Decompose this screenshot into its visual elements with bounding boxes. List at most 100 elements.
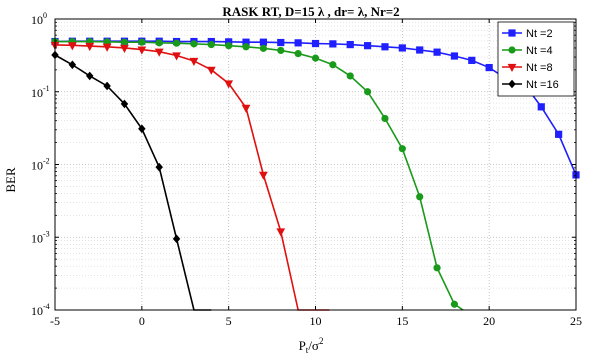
x-tick-label: 0 bbox=[139, 314, 145, 328]
y-tick-label-base: 10 bbox=[31, 231, 43, 245]
data-point bbox=[155, 39, 163, 47]
data-point bbox=[329, 61, 337, 69]
data-point bbox=[85, 42, 95, 52]
legend: Nt =2 Nt =4 Nt =8 Nt =16 bbox=[497, 21, 575, 97]
legend-swatch-marker bbox=[508, 29, 516, 37]
data-point bbox=[294, 49, 302, 58]
data-point bbox=[398, 44, 406, 52]
data-point bbox=[294, 39, 302, 47]
data-point bbox=[555, 130, 563, 138]
data-point bbox=[120, 38, 129, 46]
x-axis-label-sub: t bbox=[306, 345, 309, 355]
x-tick-label: -5 bbox=[50, 314, 60, 328]
data-point bbox=[346, 40, 354, 49]
x-tick-label: 25 bbox=[570, 314, 582, 328]
data-point bbox=[433, 48, 441, 56]
data-point bbox=[416, 46, 424, 54]
data-point bbox=[450, 300, 459, 308]
data-point bbox=[86, 71, 94, 81]
data-point bbox=[259, 171, 268, 180]
y-tick-label-base: 10 bbox=[31, 304, 43, 318]
data-point bbox=[189, 57, 199, 67]
data-point bbox=[225, 42, 233, 50]
data-point bbox=[277, 38, 285, 47]
data-point bbox=[259, 38, 268, 46]
x-tick-label: 10 bbox=[310, 314, 322, 328]
y-tick-label-exp: 0 bbox=[43, 11, 47, 20]
series-3 bbox=[50, 41, 330, 311]
data-point bbox=[155, 162, 163, 172]
data-point bbox=[329, 40, 337, 48]
data-point bbox=[207, 40, 215, 49]
data-point bbox=[172, 234, 181, 244]
data-point bbox=[68, 60, 77, 70]
data-point bbox=[311, 54, 320, 62]
data-point bbox=[311, 39, 320, 48]
y-tick-label-base: 10 bbox=[31, 13, 43, 27]
y-tick-label: 100 bbox=[31, 11, 47, 27]
legend-label: Nt =2 bbox=[526, 28, 553, 40]
data-point bbox=[259, 44, 267, 52]
data-point bbox=[120, 44, 129, 53]
data-point bbox=[138, 124, 146, 134]
y-tick-label-exp: -1 bbox=[43, 84, 50, 93]
series-4 bbox=[51, 50, 212, 311]
data-point bbox=[398, 145, 406, 153]
data-point bbox=[172, 39, 181, 47]
data-point bbox=[190, 40, 198, 48]
x-tick-label: 5 bbox=[226, 314, 232, 328]
data-point bbox=[468, 56, 476, 64]
y-tick-label-exp: -2 bbox=[43, 157, 50, 166]
data-point bbox=[450, 52, 459, 60]
data-point bbox=[137, 46, 147, 55]
y-axis-label: BER bbox=[3, 167, 18, 193]
y-tick-label: 10-3 bbox=[31, 229, 50, 245]
data-point bbox=[172, 52, 181, 61]
data-point bbox=[276, 228, 286, 237]
data-point bbox=[241, 104, 251, 113]
data-point bbox=[102, 43, 112, 52]
series-line bbox=[54, 54, 212, 311]
data-point bbox=[537, 103, 545, 111]
legend-swatch-marker bbox=[507, 63, 517, 73]
data-point bbox=[67, 42, 77, 51]
y-tick-label: 10-2 bbox=[31, 157, 50, 173]
y-tick-label: 10-4 bbox=[31, 302, 50, 318]
y-tick-label: 10-1 bbox=[31, 84, 50, 100]
legend-swatch-marker bbox=[508, 79, 516, 89]
legend-swatch-marker bbox=[508, 46, 516, 54]
legend-label: Nt =16 bbox=[526, 79, 559, 91]
chart-title: RASK RT, D=15 λ , dr= λ, Nr=2 bbox=[222, 4, 399, 19]
data-point bbox=[485, 63, 493, 72]
legend-label: Nt =8 bbox=[526, 62, 553, 74]
series-layer bbox=[50, 37, 580, 311]
series-line bbox=[54, 44, 330, 311]
x-tick-label: 15 bbox=[396, 314, 408, 328]
y-tick-label-base: 10 bbox=[31, 159, 43, 173]
data-point bbox=[363, 88, 372, 96]
data-point bbox=[154, 48, 164, 57]
data-point bbox=[224, 80, 234, 89]
x-axis-label-sup: 2 bbox=[319, 336, 324, 346]
x-axis-label-slash: /σ bbox=[308, 338, 319, 353]
x-axis-label-base: P bbox=[299, 338, 306, 353]
x-tick-label: 20 bbox=[483, 314, 495, 328]
data-point bbox=[363, 42, 372, 50]
data-point bbox=[433, 264, 441, 272]
legend-label: Nt =4 bbox=[526, 45, 553, 57]
y-tick-label-exp: -4 bbox=[43, 302, 50, 311]
data-point bbox=[346, 72, 354, 80]
data-point bbox=[138, 38, 146, 46]
series-2 bbox=[51, 37, 464, 311]
y-tick-label-exp: -3 bbox=[43, 229, 50, 238]
data-point bbox=[103, 81, 111, 91]
data-point bbox=[277, 46, 285, 55]
data-point bbox=[381, 114, 389, 123]
y-tick-label-base: 10 bbox=[31, 86, 43, 100]
data-point bbox=[120, 99, 129, 109]
data-point bbox=[381, 43, 389, 51]
data-point bbox=[416, 193, 424, 201]
x-axis-label: Pt/σ2 bbox=[299, 336, 324, 355]
